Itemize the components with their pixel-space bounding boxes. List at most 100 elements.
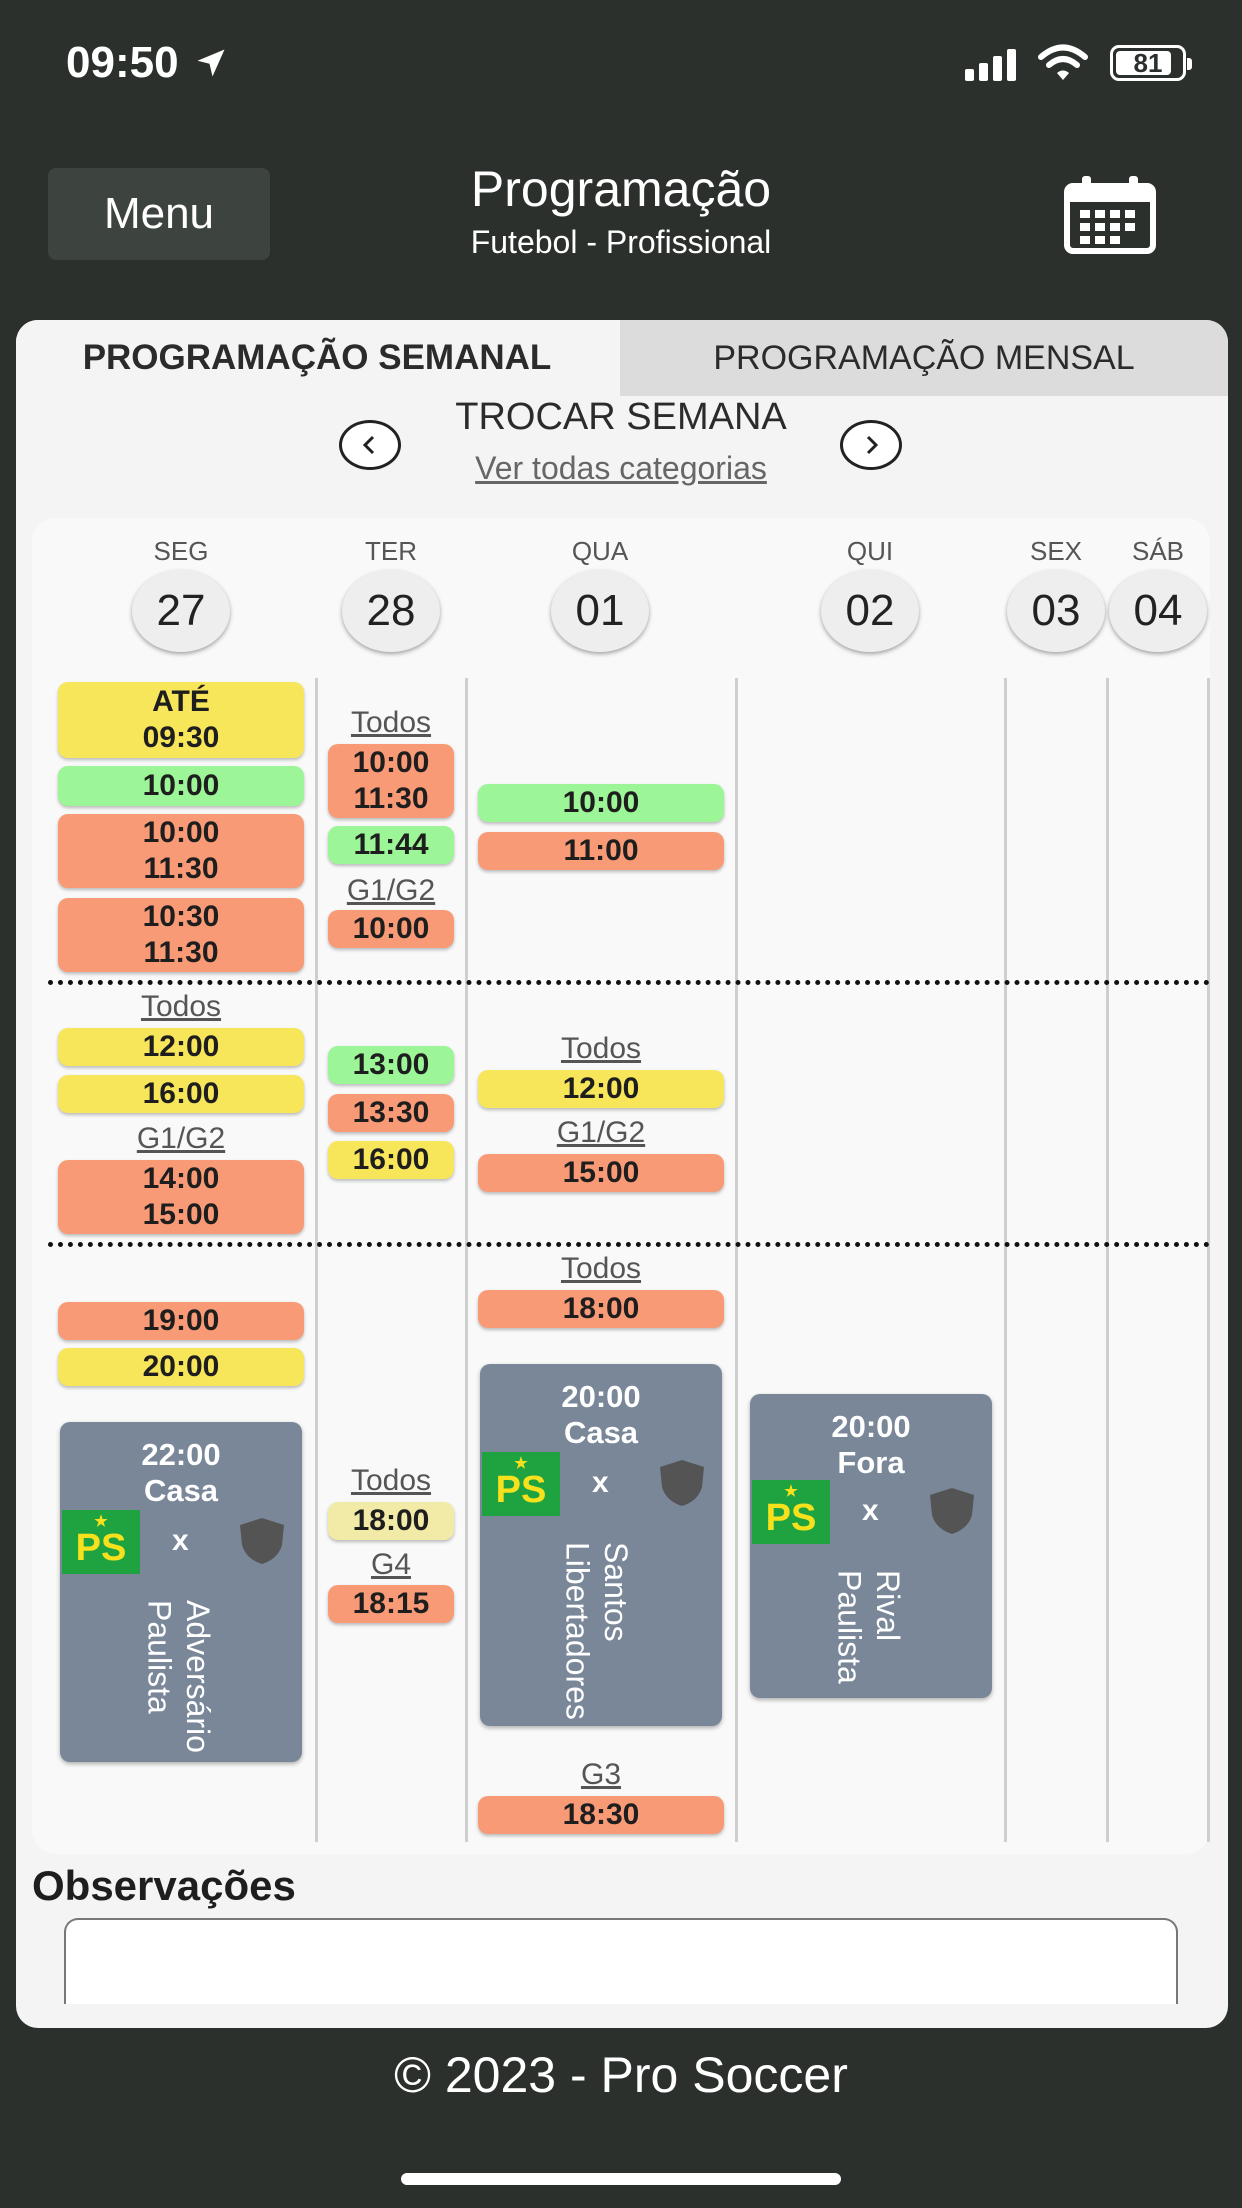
page-subtitle: Futebol - Profissional: [470, 224, 772, 260]
shield-icon: [660, 1460, 704, 1506]
match-card-qua[interactable]: 20:00 Casa ★ PS x Santos Libertadores: [480, 1364, 722, 1726]
event-ter-1300[interactable]: 13:00: [328, 1046, 454, 1084]
event-qua-1800[interactable]: 18:00: [478, 1290, 724, 1328]
group-label-g1g2[interactable]: G1/G2: [556, 1116, 646, 1149]
day-number-sab[interactable]: 04: [1109, 570, 1207, 652]
event-end: 11:30: [353, 782, 429, 815]
status-time-text: 09:50: [66, 38, 179, 87]
column-divider: [1207, 678, 1210, 1842]
group-label-todos[interactable]: Todos: [350, 706, 432, 739]
prev-week-button[interactable]: [339, 420, 401, 470]
match-card-seg[interactable]: 22:00 Casa ★ PS x Adversário Paulista: [60, 1422, 302, 1762]
battery-level: 81: [1133, 47, 1163, 78]
period-divider-afternoon: [48, 1242, 1210, 1247]
opponent-name: Santos Libertadores: [559, 1542, 634, 1720]
day-label-seg: SEG: [153, 536, 209, 566]
event-seg-1400-1500[interactable]: 14:00 15:00: [58, 1160, 304, 1234]
calendar-icon[interactable]: [1064, 176, 1156, 254]
event-ter-1330[interactable]: 13:30: [328, 1094, 454, 1132]
tab-monthly[interactable]: PROGRAMAÇÃO MENSAL: [620, 320, 1228, 396]
status-time: 09:50: [66, 38, 229, 88]
event-ter-1000-1130[interactable]: 10:00 11:30: [328, 744, 454, 818]
column-divider: [1106, 678, 1109, 1842]
opponent-name: Adversário Paulista: [141, 1600, 216, 1753]
column-divider: [1004, 678, 1007, 1842]
event-end: 11:30: [143, 852, 219, 885]
group-label-todos[interactable]: Todos: [140, 990, 222, 1023]
team-badge: ★ PS: [752, 1480, 830, 1544]
event-qua-1100[interactable]: 11:00: [478, 832, 724, 870]
home-indicator[interactable]: [401, 2173, 841, 2185]
versus-label: x: [172, 1524, 189, 1557]
event-ter-1144[interactable]: 11:44: [328, 826, 454, 864]
day-label-sex: SEX: [1029, 536, 1083, 566]
event-ter-1800[interactable]: 18:00: [328, 1502, 454, 1540]
group-label-todos[interactable]: Todos: [560, 1032, 642, 1065]
match-time: 22:00: [141, 1437, 221, 1472]
battery-icon: 81: [1110, 45, 1192, 81]
event-label: ATÉ: [152, 685, 210, 718]
all-categories-link[interactable]: Ver todas categorias: [475, 450, 767, 486]
match-time: 20:00: [831, 1409, 911, 1444]
team-badge: ★ PS: [62, 1510, 140, 1574]
location-arrow-icon: [197, 49, 225, 77]
event-ter-1600[interactable]: 16:00: [328, 1141, 454, 1179]
day-label-qui: QUI: [846, 536, 894, 566]
day-label-qua: QUA: [571, 536, 629, 566]
group-label-g3[interactable]: G3: [580, 1758, 622, 1791]
event-seg-1030-1130[interactable]: 10:30 11:30: [58, 898, 304, 972]
event-seg-1000-1130[interactable]: 10:00 11:30: [58, 814, 304, 888]
event-qua-1000[interactable]: 10:00: [478, 784, 724, 822]
page-title: Programação: [470, 161, 772, 217]
event-seg-1000[interactable]: 10:00: [58, 766, 304, 806]
column-divider: [315, 678, 318, 1842]
observations-textarea[interactable]: [64, 1918, 1178, 2004]
day-number-seg[interactable]: 27: [132, 570, 230, 652]
event-start: 10:00: [142, 816, 220, 849]
versus-label: x: [862, 1494, 879, 1527]
column-divider: [465, 678, 468, 1842]
event-end: 11:30: [143, 936, 219, 969]
match-card-qui[interactable]: 20:00 Fora ★ PS x Rival Paulista: [750, 1394, 992, 1698]
group-label-g4[interactable]: G4: [370, 1548, 412, 1581]
event-end: 15:00: [142, 1198, 220, 1231]
versus-label: x: [592, 1466, 609, 1499]
event-start: 14:00: [142, 1162, 220, 1195]
event-qua-1200[interactable]: 12:00: [478, 1070, 724, 1108]
chevron-left-icon: [362, 435, 375, 455]
event-seg-1200[interactable]: 12:00: [58, 1028, 304, 1066]
day-number-sex[interactable]: 03: [1007, 570, 1105, 652]
day-number-qui[interactable]: 02: [821, 570, 919, 652]
group-label-todos[interactable]: Todos: [560, 1252, 642, 1285]
shield-icon: [240, 1518, 284, 1564]
event-seg-1900[interactable]: 19:00: [58, 1302, 304, 1340]
column-divider: [735, 678, 738, 1842]
signal-icon: [965, 45, 1016, 81]
day-label-sab: SÁB: [1131, 536, 1185, 566]
period-divider-morning: [48, 980, 1210, 985]
tab-weekly[interactable]: PROGRAMAÇÃO SEMANAL: [16, 320, 618, 396]
day-number-ter[interactable]: 28: [342, 570, 440, 652]
status-icons: 81: [965, 44, 1192, 82]
menu-button[interactable]: Menu: [48, 168, 270, 260]
event-ter-1000b[interactable]: 10:00: [328, 910, 454, 948]
chevron-right-icon: [866, 435, 879, 455]
event-seg-2000[interactable]: 20:00: [58, 1348, 304, 1386]
match-venue: Fora: [837, 1445, 905, 1480]
event-qua-1830[interactable]: 18:30: [478, 1796, 724, 1834]
match-venue: Casa: [563, 1415, 639, 1450]
event-qua-1500[interactable]: 15:00: [478, 1154, 724, 1192]
team-badge: ★ PS: [482, 1452, 560, 1516]
day-number-qua[interactable]: 01: [551, 570, 649, 652]
group-label-g1g2[interactable]: G1/G2: [136, 1122, 226, 1155]
next-week-button[interactable]: [840, 420, 902, 470]
group-label-g1g2[interactable]: G1/G2: [346, 874, 436, 907]
wifi-icon: [1038, 44, 1088, 80]
shield-icon: [930, 1488, 974, 1534]
group-label-todos[interactable]: Todos: [350, 1464, 432, 1497]
event-start: 10:00: [352, 746, 430, 779]
match-venue: Casa: [143, 1473, 219, 1508]
event-seg-1600[interactable]: 16:00: [58, 1075, 304, 1113]
event-ter-1815[interactable]: 18:15: [328, 1585, 454, 1623]
event-seg-until-0930[interactable]: ATÉ 09:30: [58, 682, 304, 758]
